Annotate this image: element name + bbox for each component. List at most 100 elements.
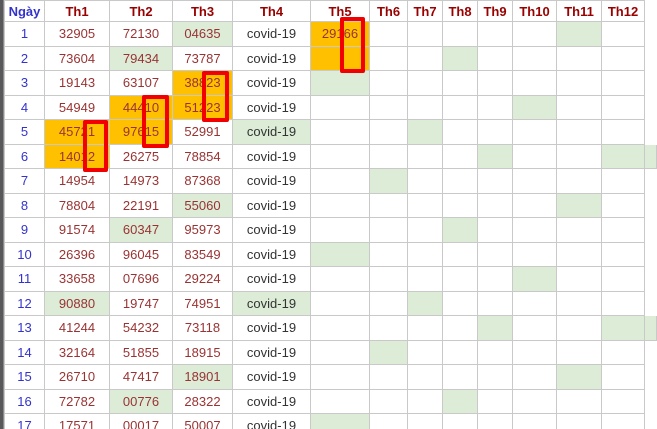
empty-cell[interactable]: [443, 365, 478, 390]
empty-cell[interactable]: [443, 169, 478, 194]
empty-cell[interactable]: [557, 95, 602, 120]
value-cell[interactable]: covid-19: [233, 218, 311, 243]
empty-cell[interactable]: [602, 218, 645, 243]
empty-cell[interactable]: [478, 144, 513, 169]
empty-cell[interactable]: [645, 292, 657, 317]
empty-cell[interactable]: [557, 389, 602, 414]
empty-cell[interactable]: [370, 414, 408, 429]
empty-cell[interactable]: [645, 414, 657, 429]
value-cell[interactable]: 19143: [45, 71, 110, 96]
empty-cell[interactable]: [645, 243, 657, 268]
empty-cell[interactable]: [443, 242, 478, 267]
empty-cell[interactable]: [602, 267, 645, 292]
value-cell[interactable]: 54232: [110, 316, 173, 341]
value-cell[interactable]: 45721: [45, 120, 110, 145]
empty-cell[interactable]: [311, 291, 370, 316]
header-cell-th10[interactable]: Th10: [513, 0, 557, 22]
value-cell[interactable]: 91574: [45, 218, 110, 243]
empty-cell[interactable]: [557, 46, 602, 71]
empty-cell[interactable]: [408, 71, 443, 96]
day-cell[interactable]: 5: [4, 120, 45, 145]
empty-cell[interactable]: [602, 340, 645, 365]
empty-cell[interactable]: [408, 291, 443, 316]
empty-cell[interactable]: [513, 365, 557, 390]
value-cell[interactable]: 07696: [110, 267, 173, 292]
value-cell[interactable]: 29224: [173, 267, 233, 292]
empty-cell[interactable]: [557, 316, 602, 341]
day-cell[interactable]: 6: [4, 144, 45, 169]
header-cell-th2[interactable]: Th2: [110, 0, 173, 22]
empty-cell[interactable]: [602, 242, 645, 267]
empty-cell[interactable]: [645, 169, 657, 194]
empty-cell[interactable]: [645, 96, 657, 121]
empty-cell[interactable]: [370, 316, 408, 341]
empty-cell[interactable]: [443, 340, 478, 365]
value-cell[interactable]: 32905: [45, 22, 110, 47]
value-cell[interactable]: 32164: [45, 340, 110, 365]
value-cell[interactable]: 28322: [173, 389, 233, 414]
value-cell[interactable]: 00017: [110, 414, 173, 429]
empty-cell[interactable]: [443, 71, 478, 96]
value-cell[interactable]: covid-19: [233, 120, 311, 145]
value-cell[interactable]: 33658: [45, 267, 110, 292]
empty-cell[interactable]: [557, 414, 602, 429]
day-cell[interactable]: 7: [4, 169, 45, 194]
value-cell[interactable]: 73118: [173, 316, 233, 341]
value-cell[interactable]: 79434: [110, 46, 173, 71]
empty-cell[interactable]: [370, 71, 408, 96]
empty-cell[interactable]: [478, 414, 513, 429]
empty-cell[interactable]: [478, 46, 513, 71]
empty-cell[interactable]: [602, 120, 645, 145]
empty-cell[interactable]: [311, 120, 370, 145]
day-cell[interactable]: 16: [4, 389, 45, 414]
value-cell[interactable]: covid-19: [233, 95, 311, 120]
empty-cell[interactable]: [478, 340, 513, 365]
empty-cell[interactable]: [478, 120, 513, 145]
value-cell[interactable]: 96045: [110, 242, 173, 267]
value-cell[interactable]: 38823: [173, 71, 233, 96]
empty-cell[interactable]: [443, 389, 478, 414]
empty-cell[interactable]: [478, 242, 513, 267]
value-cell[interactable]: 95973: [173, 218, 233, 243]
empty-cell[interactable]: [478, 365, 513, 390]
header-cell-extra[interactable]: [645, 0, 657, 22]
empty-cell[interactable]: [478, 22, 513, 47]
value-cell[interactable]: 78804: [45, 193, 110, 218]
empty-cell[interactable]: [408, 22, 443, 47]
empty-cell[interactable]: [513, 291, 557, 316]
empty-cell[interactable]: [602, 365, 645, 390]
value-cell[interactable]: covid-19: [233, 46, 311, 71]
value-cell[interactable]: 51855: [110, 340, 173, 365]
value-cell[interactable]: 17571: [45, 414, 110, 429]
empty-cell[interactable]: [645, 194, 657, 219]
header-cell-day[interactable]: Ngày: [4, 0, 45, 22]
empty-cell[interactable]: [602, 22, 645, 47]
value-cell[interactable]: 14973: [110, 169, 173, 194]
empty-cell[interactable]: [557, 340, 602, 365]
empty-cell[interactable]: [311, 340, 370, 365]
empty-cell[interactable]: [408, 95, 443, 120]
empty-cell[interactable]: [370, 95, 408, 120]
value-cell[interactable]: covid-19: [233, 291, 311, 316]
value-cell[interactable]: covid-19: [233, 71, 311, 96]
empty-cell[interactable]: [513, 144, 557, 169]
empty-cell[interactable]: [513, 267, 557, 292]
day-cell[interactable]: 1: [4, 22, 45, 47]
value-cell[interactable]: 19747: [110, 291, 173, 316]
value-cell[interactable]: 55060: [173, 193, 233, 218]
value-cell[interactable]: 47417: [110, 365, 173, 390]
value-cell[interactable]: 41244: [45, 316, 110, 341]
empty-cell[interactable]: [645, 144, 657, 169]
value-cell[interactable]: covid-19: [233, 389, 311, 414]
empty-cell[interactable]: [513, 414, 557, 429]
empty-cell[interactable]: [478, 95, 513, 120]
empty-cell[interactable]: [311, 144, 370, 169]
day-cell[interactable]: 8: [4, 193, 45, 218]
empty-cell[interactable]: [443, 267, 478, 292]
value-cell[interactable]: 72782: [45, 389, 110, 414]
empty-cell[interactable]: [602, 95, 645, 120]
empty-cell[interactable]: [408, 389, 443, 414]
empty-cell[interactable]: [443, 95, 478, 120]
empty-cell[interactable]: [443, 46, 478, 71]
empty-cell[interactable]: [311, 46, 370, 71]
